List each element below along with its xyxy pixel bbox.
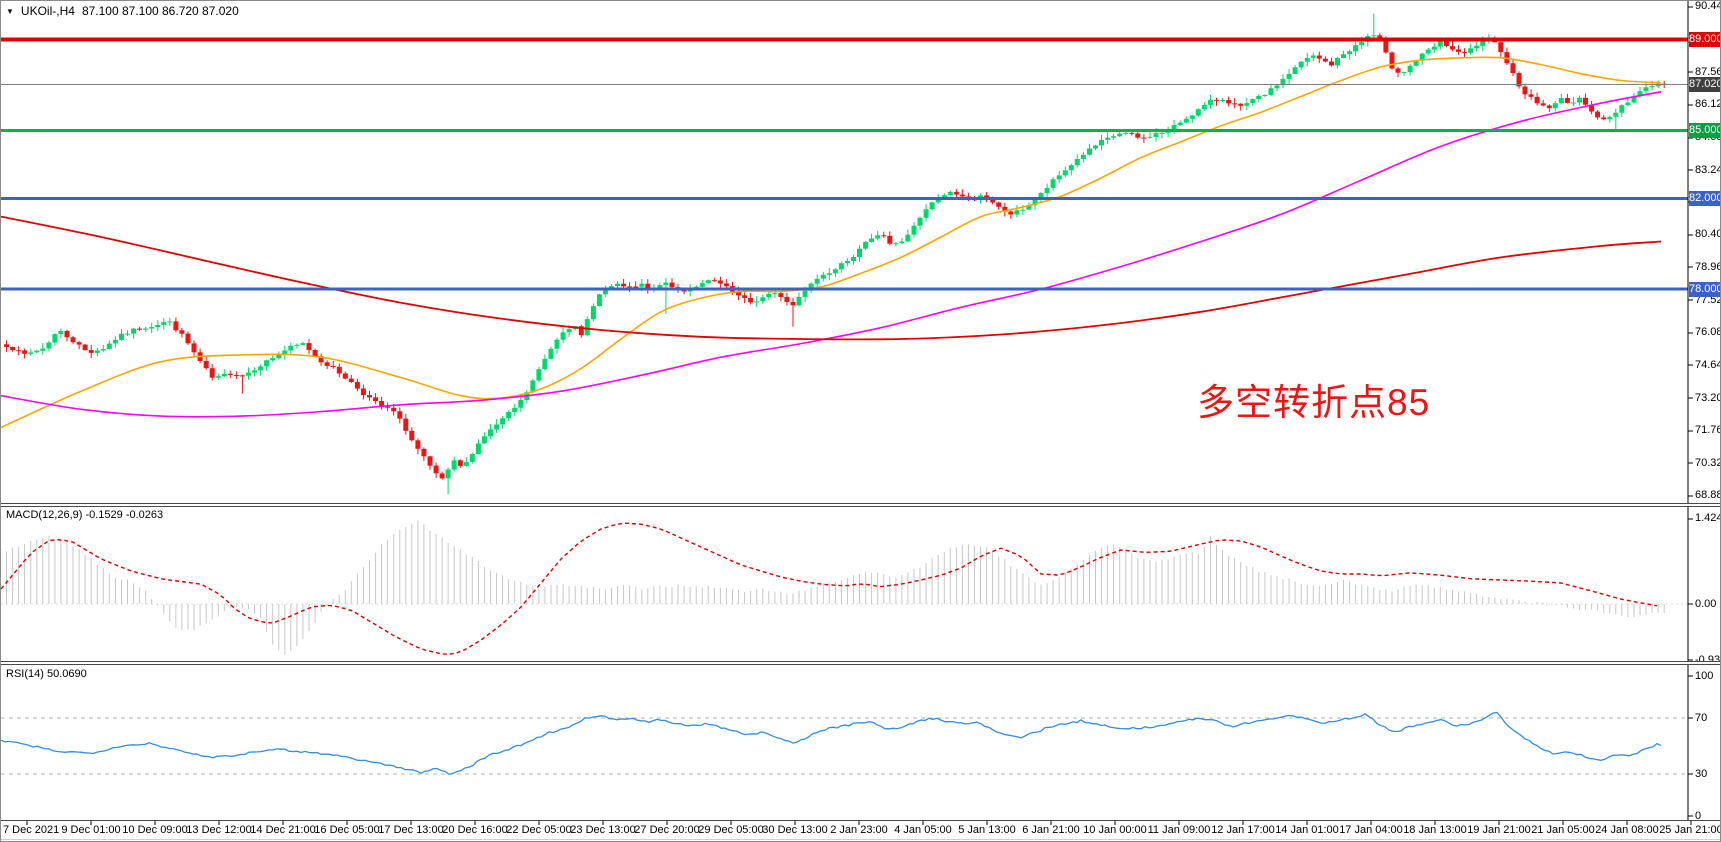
price-axis-label: 73.200 <box>1695 392 1720 404</box>
time-axis-label: 5 Jan 13:00 <box>958 824 1016 836</box>
macd-axis-label: 0.00 <box>1695 598 1717 610</box>
panel-divider-main-macd[interactable] <box>1 503 1720 507</box>
time-axis-label: 17 Jan 04:00 <box>1339 824 1403 836</box>
time-axis-label: 29 Dec 05:00 <box>698 824 764 836</box>
price-axis-label: 76.080 <box>1695 326 1720 338</box>
time-axis-label: 12 Jan 17:00 <box>1211 824 1275 836</box>
macd-axis-label: 1.4246 <box>1695 512 1720 524</box>
price-axis-label: 78.960 <box>1695 261 1720 273</box>
time-axis-label: 14 Dec 21:00 <box>250 824 316 836</box>
price-axis-label: 90.440 <box>1695 0 1720 12</box>
axis-ticks <box>26 1 1693 825</box>
price-axis-label: 71.760 <box>1695 424 1720 436</box>
annotation-text[interactable]: 多空转折点85 <box>1197 382 1431 423</box>
time-axis-label: 25 Jan 21:00 <box>1659 824 1721 836</box>
time-axis-border <box>1 820 1720 821</box>
macd-histogram <box>6 520 1665 655</box>
price-axis-label: 77.520 <box>1695 294 1720 306</box>
price-badge-89.000: 89.000 <box>1689 32 1721 47</box>
time-axis-label: 10 Dec 09:00 <box>122 824 188 836</box>
time-axis-label: 13 Dec 12:00 <box>186 824 252 836</box>
window-bottom-line <box>1 839 1720 840</box>
time-axis-label: 14 Jan 01:00 <box>1275 824 1339 836</box>
price-badge-87.020: 87.020 <box>1689 77 1721 92</box>
rsi-indicator-label: RSI(14) 50.0690 <box>6 668 87 680</box>
time-axis-label: 18 Jan 13:00 <box>1403 824 1467 836</box>
time-axis-label: 9 Dec 01:00 <box>61 824 121 836</box>
time-axis-label: 23 Dec 13:00 <box>570 824 636 836</box>
time-axis-label: 11 Jan 09:00 <box>1147 824 1211 836</box>
chart-title: ▼ UKOil-,H4 87.100 87.100 86.720 87.020 <box>6 4 239 18</box>
price-axis-label: 87.560 <box>1695 66 1720 78</box>
time-axis-label: 7 Dec 2021 <box>3 824 60 836</box>
time-axis-label: 19 Jan 21:00 <box>1467 824 1531 836</box>
rsi-axis-label: 70 <box>1695 712 1708 724</box>
price-axis-label: 83.240 <box>1695 164 1720 176</box>
price-badge-85.000: 85.000 <box>1689 123 1721 138</box>
price-badge-82.000: 82.000 <box>1689 191 1721 206</box>
symbol-period-label: UKOil-,H4 <box>20 4 75 18</box>
time-axis-label: 16 Dec 05:00 <box>314 824 380 836</box>
ohlc-values: 87.100 87.100 86.720 87.020 <box>81 4 239 18</box>
ma-slow-line[interactable] <box>1 215 1662 341</box>
rsi-axis-label: 0 <box>1695 810 1702 822</box>
macd-signal-line <box>1 522 1658 656</box>
symbol-dropdown-icon[interactable]: ▼ <box>6 6 14 16</box>
price-axis-label: 70.320 <box>1695 457 1720 469</box>
rsi-axis-label: 100 <box>1695 670 1714 682</box>
time-axis-label: 30 Dec 13:00 <box>762 824 828 836</box>
time-axis-label: 2 Jan 23:00 <box>830 824 888 836</box>
price-axis-label: 74.640 <box>1695 359 1720 371</box>
rsi-line <box>1 711 1662 775</box>
ma-fast-line[interactable] <box>1 56 1662 429</box>
time-axis-label: 22 Dec 05:00 <box>506 824 572 836</box>
time-axis-label: 21 Jan 05:00 <box>1531 824 1595 836</box>
ma-mid-line[interactable] <box>1 91 1662 418</box>
macd-indicator-label: MACD(12,26,9) -0.1529 -0.0263 <box>6 509 164 521</box>
price-axis-label: 68.880 <box>1695 489 1720 501</box>
time-axis-label: 17 Dec 13:00 <box>378 824 444 836</box>
time-axis-label: 20 Dec 16:00 <box>442 824 508 836</box>
time-axis-label: 10 Jan 00:00 <box>1083 824 1147 836</box>
price-badge-78.000: 78.000 <box>1689 282 1721 297</box>
price-axis-label: 80.400 <box>1695 228 1720 240</box>
price-axis-label: 86.120 <box>1695 98 1720 110</box>
time-axis-label: 6 Jan 21:00 <box>1022 824 1080 836</box>
rsi-axis-label: 30 <box>1695 768 1708 780</box>
time-axis-label: 4 Jan 05:00 <box>894 824 952 836</box>
time-axis-label: 27 Dec 20:00 <box>634 824 700 836</box>
time-axis-label: 24 Jan 08:00 <box>1595 824 1659 836</box>
panel-divider-macd-rsi[interactable] <box>1 661 1720 665</box>
